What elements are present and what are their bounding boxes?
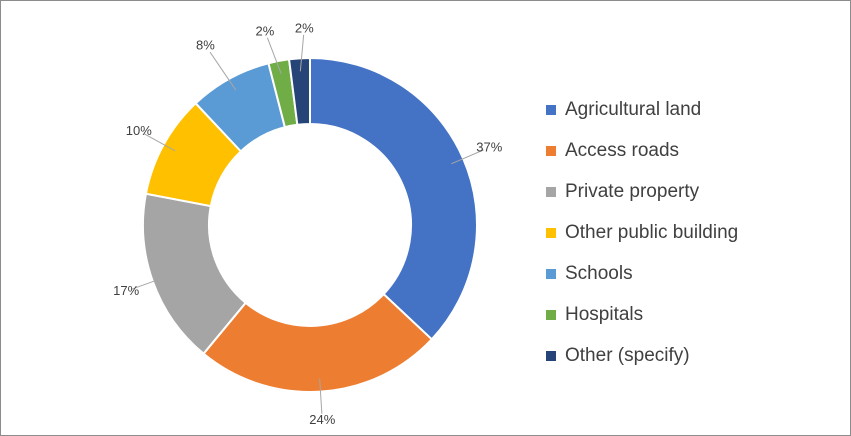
leader-line-0 <box>451 149 484 165</box>
data-label-4: 8% <box>196 37 215 52</box>
leader-line-3 <box>143 133 176 152</box>
leader-line-5 <box>266 37 282 74</box>
data-label-5: 2% <box>256 23 275 38</box>
legend-label: Other (specify) <box>565 344 690 366</box>
legend-item: Private property <box>546 171 738 212</box>
leader-line-6 <box>299 34 305 72</box>
leader-line-2 <box>131 276 166 290</box>
data-label-6: 2% <box>295 20 314 35</box>
legend-swatch <box>546 350 556 361</box>
legend-item: Schools <box>546 253 738 294</box>
legend-swatch <box>546 268 556 279</box>
legend-item: Agricultural land <box>546 89 738 130</box>
legend-item: Other public building <box>546 212 738 253</box>
legend-swatch <box>546 145 556 156</box>
legend-label: Hospitals <box>565 303 644 325</box>
legend-label: Other public building <box>565 221 739 243</box>
legend-label: Schools <box>565 262 633 284</box>
legend-item: Access roads <box>546 130 738 171</box>
legend-swatch <box>546 104 556 115</box>
legend-label: Private property <box>565 180 700 202</box>
data-labels: 37% 24% 17% 10% 8% 2% 2% <box>113 20 503 427</box>
data-label-3: 10% <box>126 123 152 138</box>
leader-line-4 <box>209 51 237 91</box>
donut-slices <box>142 56 478 393</box>
data-label-2: 17% <box>113 283 139 298</box>
legend-item: Other (specify) <box>546 335 738 376</box>
leader-lines <box>131 34 484 414</box>
legend: Agricultural land Access roads Private pro… <box>546 89 738 376</box>
legend-label: Access roads <box>565 139 680 161</box>
data-label-0: 37% <box>476 139 502 154</box>
legend-swatch <box>546 227 556 238</box>
slice-agricultural-land <box>309 56 478 341</box>
legend-swatch <box>546 309 556 320</box>
legend-swatch <box>546 186 556 197</box>
data-label-1: 24% <box>309 412 335 427</box>
legend-item: Hospitals <box>546 294 738 335</box>
legend-label: Agricultural land <box>565 98 702 120</box>
slice-access-roads <box>202 292 434 393</box>
leader-line-1 <box>319 378 323 414</box>
slice-other-specify <box>287 56 311 126</box>
